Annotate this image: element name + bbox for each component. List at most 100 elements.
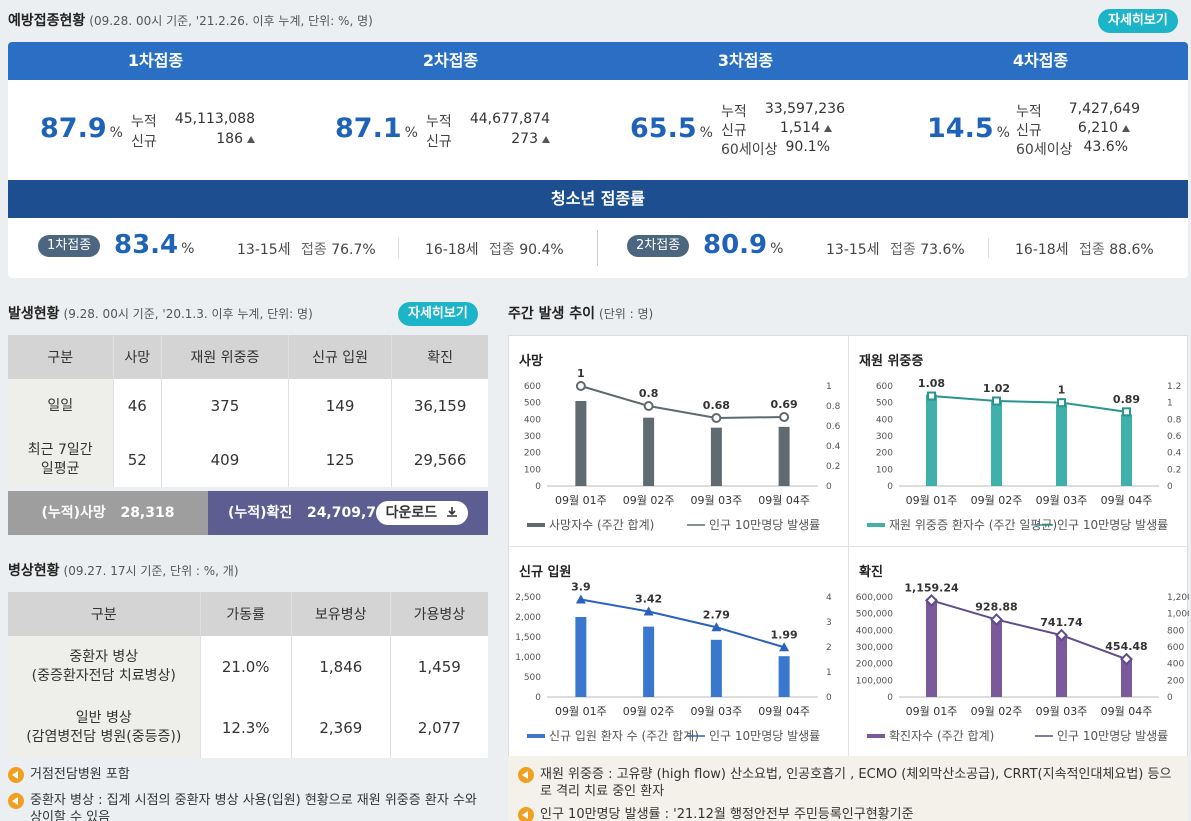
table-cell: 1,459 (389, 636, 488, 697)
data-label: 3.9 (571, 581, 591, 594)
y-right-tick-label: 0.2 (1167, 465, 1181, 475)
data-label: 1 (1058, 384, 1066, 397)
legend-bar-text: 신규 입원 환자 수 (주간 합계) (549, 729, 699, 743)
rate-point (990, 613, 1003, 627)
dose-4-new: 6,210 (1055, 120, 1130, 136)
teen-dose-2-rate-unit: % (770, 241, 784, 257)
dose-4-rate-unit: % (996, 125, 1010, 141)
dose-2-cell: 87.1% 누적 44,677,874 신규 273 (303, 80, 598, 180)
dose-4-cell: 14.5% 누적 7,427,649 신규 6,210 60세이상 43.6% (893, 80, 1188, 180)
chart-bar (710, 639, 722, 697)
occurrence-table: 구분 사망 재원 위중증 신규 입원 확진 일일 46 375 149 36,1… (8, 335, 488, 487)
data-label: 1.99 (771, 628, 798, 641)
row-header: 일일 (8, 379, 113, 433)
dose-3-cum-label: 누적 (721, 104, 747, 120)
chart-bar (926, 598, 937, 697)
dose-3-new-label: 신규 (721, 123, 747, 139)
beds-title: 병상현황 (09.27. 17시 기준, 단위 : %, 개) (8, 560, 239, 580)
x-tick-label: 09월 01주 (555, 705, 607, 718)
legend-bar-text: 사망자수 (주간 합계) (549, 518, 654, 532)
table-cell: 125 (287, 433, 392, 487)
teen-dose-2-rate: 80.9% (703, 230, 783, 260)
teen-dose-1-age-b: 16-18세 접종 90.4% (425, 239, 564, 259)
download-button[interactable]: 다운로드 (375, 501, 468, 525)
col-header: 사망 (112, 335, 162, 379)
y-right-tick-label: 0.6 (1167, 432, 1182, 442)
col-header: 신규 입원 (287, 335, 392, 379)
chart-bar (1121, 658, 1132, 697)
note-text: 거점전담병원 포함 (30, 767, 130, 782)
dose-4-new-label: 신규 (1016, 123, 1042, 139)
dose-3-rate-unit: % (699, 125, 713, 141)
x-tick-label: 09월 02주 (623, 705, 675, 718)
table-cell: 2,369 (290, 697, 391, 758)
dose-1-new-label: 신규 (131, 134, 157, 150)
rate-point (575, 594, 586, 604)
age-sub-label: 접종 (1079, 242, 1105, 258)
chart-bar (1056, 634, 1067, 697)
increase-arrow-icon (542, 135, 550, 143)
teen-vaccination-row: 1차접종 83.4% 13-15세 접종 76.7% 16-18세 접종 90.… (8, 218, 1188, 278)
table-cell: 29,566 (391, 433, 488, 487)
legend-bar-swatch (527, 523, 545, 527)
y-right-tick-label: 3 (826, 618, 832, 628)
speaker-icon (518, 767, 534, 783)
rate-point (779, 642, 790, 652)
teen-dose-2-age-a: 13-15세 접종 73.6% (826, 239, 965, 259)
teen-dose-1-badge: 1차접종 (38, 235, 101, 257)
dose-4-rate-value: 14.5 (927, 113, 994, 144)
teen-dose-1-age-a: 13-15세 접종 76.7% (237, 239, 376, 259)
vaccination-title: 예방접종현황 (09.28. 00시 기준, '21.2.26. 이후 누계, 단… (8, 10, 373, 30)
col-header: 확진 (391, 335, 488, 379)
legend-line-text: 인구 10만명당 발생률 (1057, 518, 1168, 532)
y-left-tick-label: 0 (887, 482, 893, 492)
legend-line-text: 인구 10만명당 발생률 (709, 729, 820, 743)
dose-3-cum-value: 33,597,236 (764, 101, 845, 117)
download-icon (447, 507, 457, 517)
divider (597, 230, 598, 266)
chart-severe: 재원 위중증 0 100 200 300 400 500 600 0 0.2 0.4 0.6 0.8 1… (849, 336, 1189, 546)
cum-conf-label: (누적)확진 (228, 505, 293, 521)
chart-bar (575, 617, 587, 697)
table-row: 일반 병상 (감염병전담 병원(중등증)) 12.3% 2,369 2,077 (8, 697, 488, 758)
teen-dose-2-age-b: 16-18세 접종 88.6% (1015, 239, 1154, 259)
data-label: 0.68 (703, 399, 730, 412)
table-row: 중환자 병상 (중증환자전담 치료병상) 21.0% 1,846 1,459 (8, 636, 488, 697)
dose-3-over60-label: 60세이상 (721, 142, 778, 158)
chart-bar (575, 401, 587, 486)
y-right-tick-label: 1 (1167, 399, 1173, 409)
x-tick-label: 09월 03주 (691, 494, 743, 507)
data-label: 741.74 (1040, 616, 1083, 629)
y-left-tick-label: 400 (876, 415, 893, 425)
legend-line-text: 인구 10만명당 발생률 (709, 518, 820, 532)
x-tick-label: 09월 04주 (1101, 494, 1153, 507)
y-left-tick-label: 300,000 (856, 643, 893, 653)
cum-death-label: (누적)사망 (41, 505, 106, 521)
vaccination-detail-button[interactable]: 자세히보기 (1098, 9, 1178, 33)
rate-line (931, 395, 1127, 413)
y-right-tick-label: 0.2 (826, 462, 840, 472)
y-right-tick-label: 1.2 (1167, 382, 1181, 392)
table-cell: 52 (112, 433, 162, 487)
chart-title: 재원 위중증 (859, 354, 924, 369)
y-right-tick-label: 0 (826, 482, 832, 492)
occurrence-detail-button[interactable]: 자세히보기 (398, 302, 478, 326)
x-tick-label: 09월 01주 (555, 494, 607, 507)
teen-dose-1-rate: 83.4% (114, 230, 194, 260)
table-row: 일일 46 375 149 36,159 (8, 379, 488, 433)
dose-1-new: 186 (170, 131, 255, 147)
y-left-tick-label: 600 (876, 382, 893, 392)
y-right-tick-label: 1 (826, 668, 832, 678)
teen-dose-1-rate-unit: % (181, 241, 195, 257)
age-value: 88.6% (1109, 242, 1154, 258)
rate-point (927, 391, 936, 401)
y-right-tick-label: 4 (826, 593, 832, 603)
col-header: 구분 (8, 335, 113, 379)
dose-1-cum-value: 45,113,088 (174, 111, 255, 127)
y-left-tick-label: 400,000 (856, 626, 893, 636)
rate-point (711, 622, 722, 632)
rate-point (925, 593, 938, 607)
teen-vaccination-header: 청소년 접종률 (8, 180, 1188, 218)
y-left-tick-label: 200,000 (856, 660, 893, 670)
y-right-tick-label: 1 (826, 382, 832, 392)
